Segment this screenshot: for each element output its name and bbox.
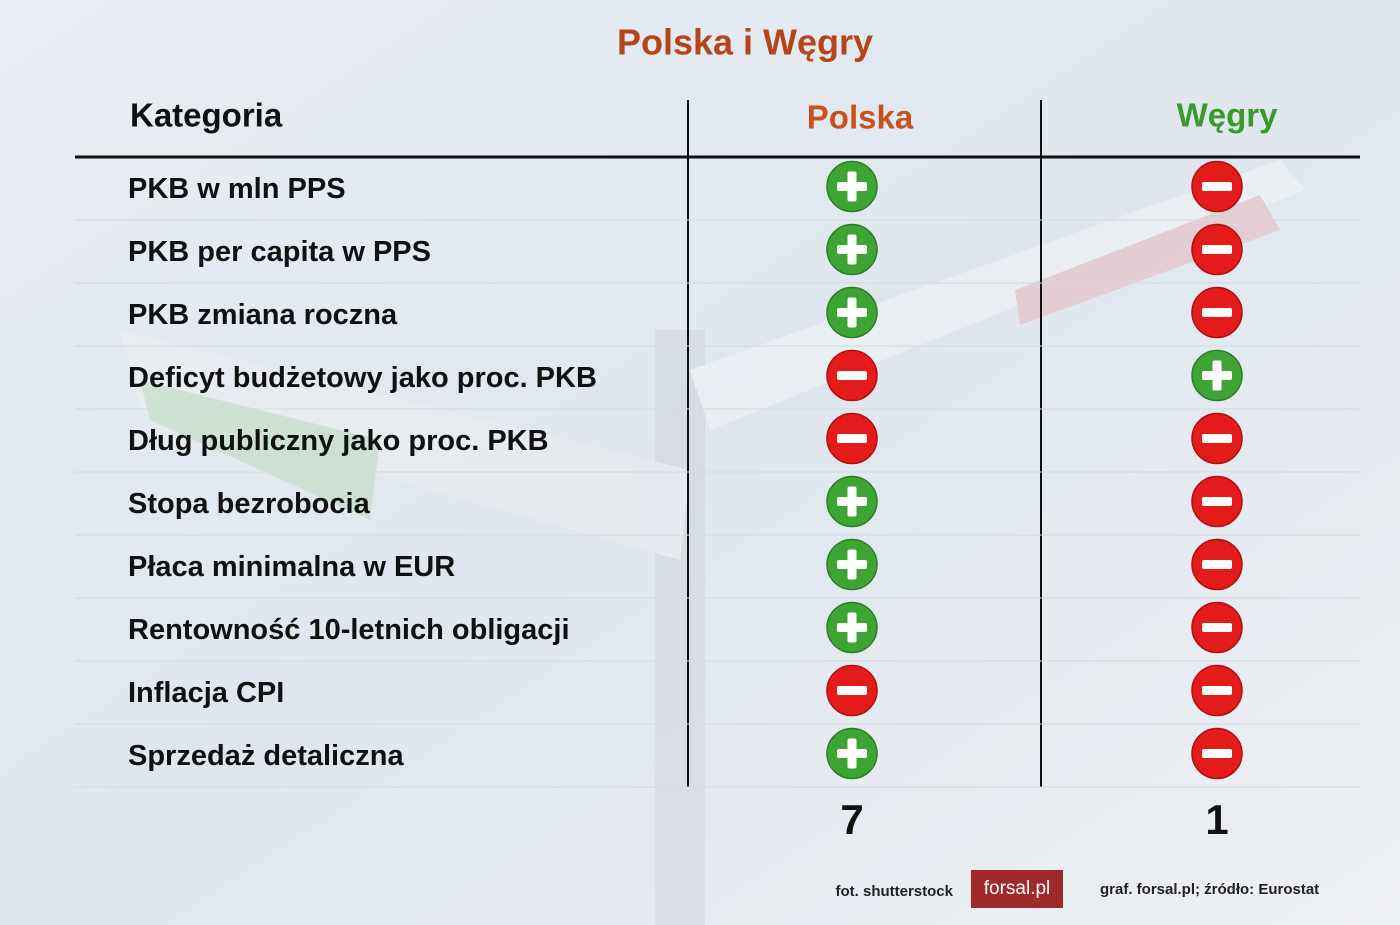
plus-icon	[826, 160, 878, 213]
header-poland: Polska	[807, 99, 914, 136]
total-hungary: 1	[1205, 796, 1228, 843]
row-label: Sprzedaż detaliczna	[128, 740, 404, 772]
icon-bar	[847, 234, 857, 265]
plus-icon	[826, 223, 878, 276]
minus-icon	[1191, 727, 1243, 780]
icon-bar	[847, 549, 857, 580]
minus-icon	[1191, 160, 1243, 213]
icon-bar	[1202, 560, 1232, 569]
minus-icon	[1191, 664, 1243, 717]
logo: forsal.pl	[984, 878, 1051, 899]
icon-bar	[847, 612, 857, 643]
source: graf. forsal.pl; źródło: Eurostat	[1100, 881, 1319, 898]
title: Polska i Węgry	[617, 22, 873, 63]
icon-bar	[837, 686, 867, 695]
minus-icon	[1191, 475, 1243, 528]
row-label: Rentowność 10-letnich obligacji	[128, 614, 570, 646]
icon-bar	[847, 738, 857, 769]
plus-icon	[826, 727, 878, 780]
icon-bar	[837, 371, 867, 380]
icon-bar	[1202, 245, 1232, 254]
plus-icon	[826, 538, 878, 591]
table-body: PKB w mln PPS PKB per capita w PPS PKB zmi…	[75, 160, 1360, 788]
header-category: Kategoria	[130, 97, 283, 134]
icon-bar	[1202, 686, 1232, 695]
row-label: Dług publiczny jako proc. PKB	[128, 425, 549, 457]
minus-icon	[826, 664, 878, 717]
icon-bar	[1202, 182, 1232, 191]
logo-box	[971, 870, 1063, 908]
row-label: Deficyt budżetowy jako proc. PKB	[128, 362, 597, 394]
minus-icon	[826, 412, 878, 465]
icon-bar	[1212, 360, 1222, 391]
minus-icon	[1191, 412, 1243, 465]
row-label: Inflacja CPI	[128, 677, 284, 709]
row-label: PKB w mln PPS	[128, 173, 346, 205]
photo-credit: fot. shutterstock	[835, 883, 953, 900]
minus-icon	[1191, 223, 1243, 276]
plus-icon	[1191, 349, 1243, 402]
minus-icon	[1191, 286, 1243, 339]
row-label: PKB zmiana roczna	[128, 299, 398, 331]
icon-bar	[1202, 623, 1232, 632]
row-label: PKB per capita w PPS	[128, 236, 431, 268]
header-hungary: Węgry	[1177, 97, 1279, 134]
icon-bar	[847, 486, 857, 517]
icon-bar	[1202, 749, 1232, 758]
icon-bar	[847, 297, 857, 328]
plus-icon	[826, 475, 878, 528]
icon-bar	[1202, 434, 1232, 443]
plus-icon	[826, 601, 878, 654]
minus-icon	[1191, 601, 1243, 654]
icon-bar	[837, 434, 867, 443]
minus-icon	[1191, 538, 1243, 591]
row-label: Płaca minimalna w EUR	[128, 551, 455, 583]
minus-icon	[826, 349, 878, 402]
icon-bar	[847, 171, 857, 202]
row-label: Stopa bezrobocia	[128, 488, 371, 520]
total-poland: 7	[840, 796, 863, 843]
plus-icon	[826, 286, 878, 339]
icon-bar	[1202, 308, 1232, 317]
icon-bar	[1202, 497, 1232, 506]
